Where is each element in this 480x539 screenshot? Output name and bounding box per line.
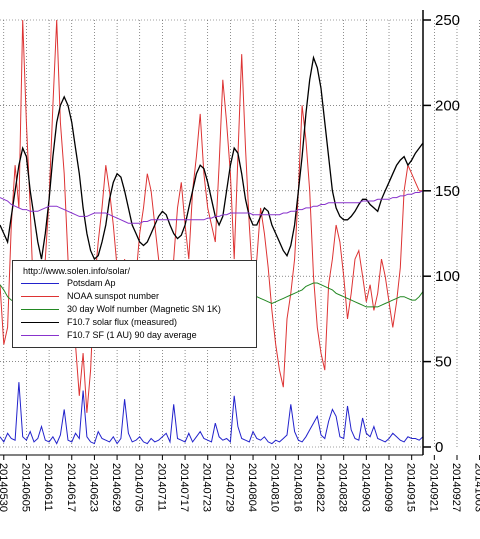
legend-swatch <box>21 296 59 297</box>
legend-item-f107-average: F10.7 SF (1 AU) 90 day average <box>13 330 256 342</box>
x-tick-label: 20140530 <box>0 463 9 512</box>
series-line-noaa-sunspot-number <box>0 19 423 413</box>
x-tick-label: 20140816 <box>291 463 303 512</box>
y-tick-label: 250 <box>435 12 460 29</box>
x-tick-label: 20140909 <box>382 463 394 512</box>
legend-item-noaa-sunspot: NOAA sunspot number <box>13 291 256 303</box>
y-tick-label: 200 <box>435 97 460 114</box>
y-tick-label: 0 <box>435 439 443 456</box>
x-tick-label: 20140717 <box>178 463 190 512</box>
x-tick-label: 20140711 <box>155 463 167 511</box>
x-tick-label: 20140705 <box>133 463 145 512</box>
y-tick-label: 150 <box>435 183 460 200</box>
legend-label: 30 day Wolf number (Magnetic SN 1K) <box>67 304 221 314</box>
y-tick-label: 50 <box>435 354 452 371</box>
x-tick-label: 20140623 <box>87 463 99 512</box>
x-tick-label: 20140810 <box>269 463 281 512</box>
x-tick-label: 20140723 <box>201 463 213 512</box>
series-line-potsdam-ap <box>0 382 424 445</box>
chart-axes: 0 50 100 150 200 250 20140530 20140605 20140611 2… <box>0 10 480 512</box>
x-tick-label: 20140927 <box>450 463 462 512</box>
x-tick-label: 20140729 <box>223 463 235 512</box>
legend-item-wolf-number: 30 day Wolf number (Magnetic SN 1K) <box>13 304 256 316</box>
legend-label: F10.7 solar flux (measured) <box>67 317 178 327</box>
chart-grid <box>0 19 480 448</box>
legend-label: Potsdam Ap <box>67 278 116 288</box>
legend-swatch <box>21 283 59 284</box>
legend-item-f107-measured: F10.7 solar flux (measured) <box>13 317 256 329</box>
x-tick-label: 20140611 <box>42 463 54 511</box>
legend-item-potsdam-ap: Potsdam Ap <box>13 278 256 290</box>
series-line-f10-7-solar-flux-measured <box>0 55 424 261</box>
x-tick-label: 20140804 <box>246 463 258 512</box>
legend-swatch <box>21 322 59 323</box>
x-tick-label: 20140903 <box>359 463 371 512</box>
x-tick-label: 20140915 <box>405 463 417 512</box>
x-tick-label: 20141003 <box>473 463 480 512</box>
legend-title: http://www.solen.info/solar/ <box>23 266 131 276</box>
chart-legend: http://www.solen.info/solar/ Potsdam Ap … <box>12 260 257 348</box>
series-line-f10-7-sf-1-au-90-day-average <box>0 190 424 224</box>
chart-series <box>0 19 424 445</box>
legend-label: F10.7 SF (1 AU) 90 day average <box>67 330 197 340</box>
legend-swatch <box>21 309 59 310</box>
legend-label: NOAA sunspot number <box>67 291 160 301</box>
x-tick-label: 20140605 <box>19 463 31 512</box>
legend-swatch <box>21 335 59 336</box>
x-tick-label: 20140617 <box>65 463 77 512</box>
x-tick-label: 20140822 <box>314 463 326 512</box>
x-tick-label: 20140828 <box>337 463 349 512</box>
y-tick-label: 100 <box>435 268 460 285</box>
x-tick-label: 20140921 <box>427 463 439 512</box>
x-tick-label: 20140629 <box>110 463 122 512</box>
